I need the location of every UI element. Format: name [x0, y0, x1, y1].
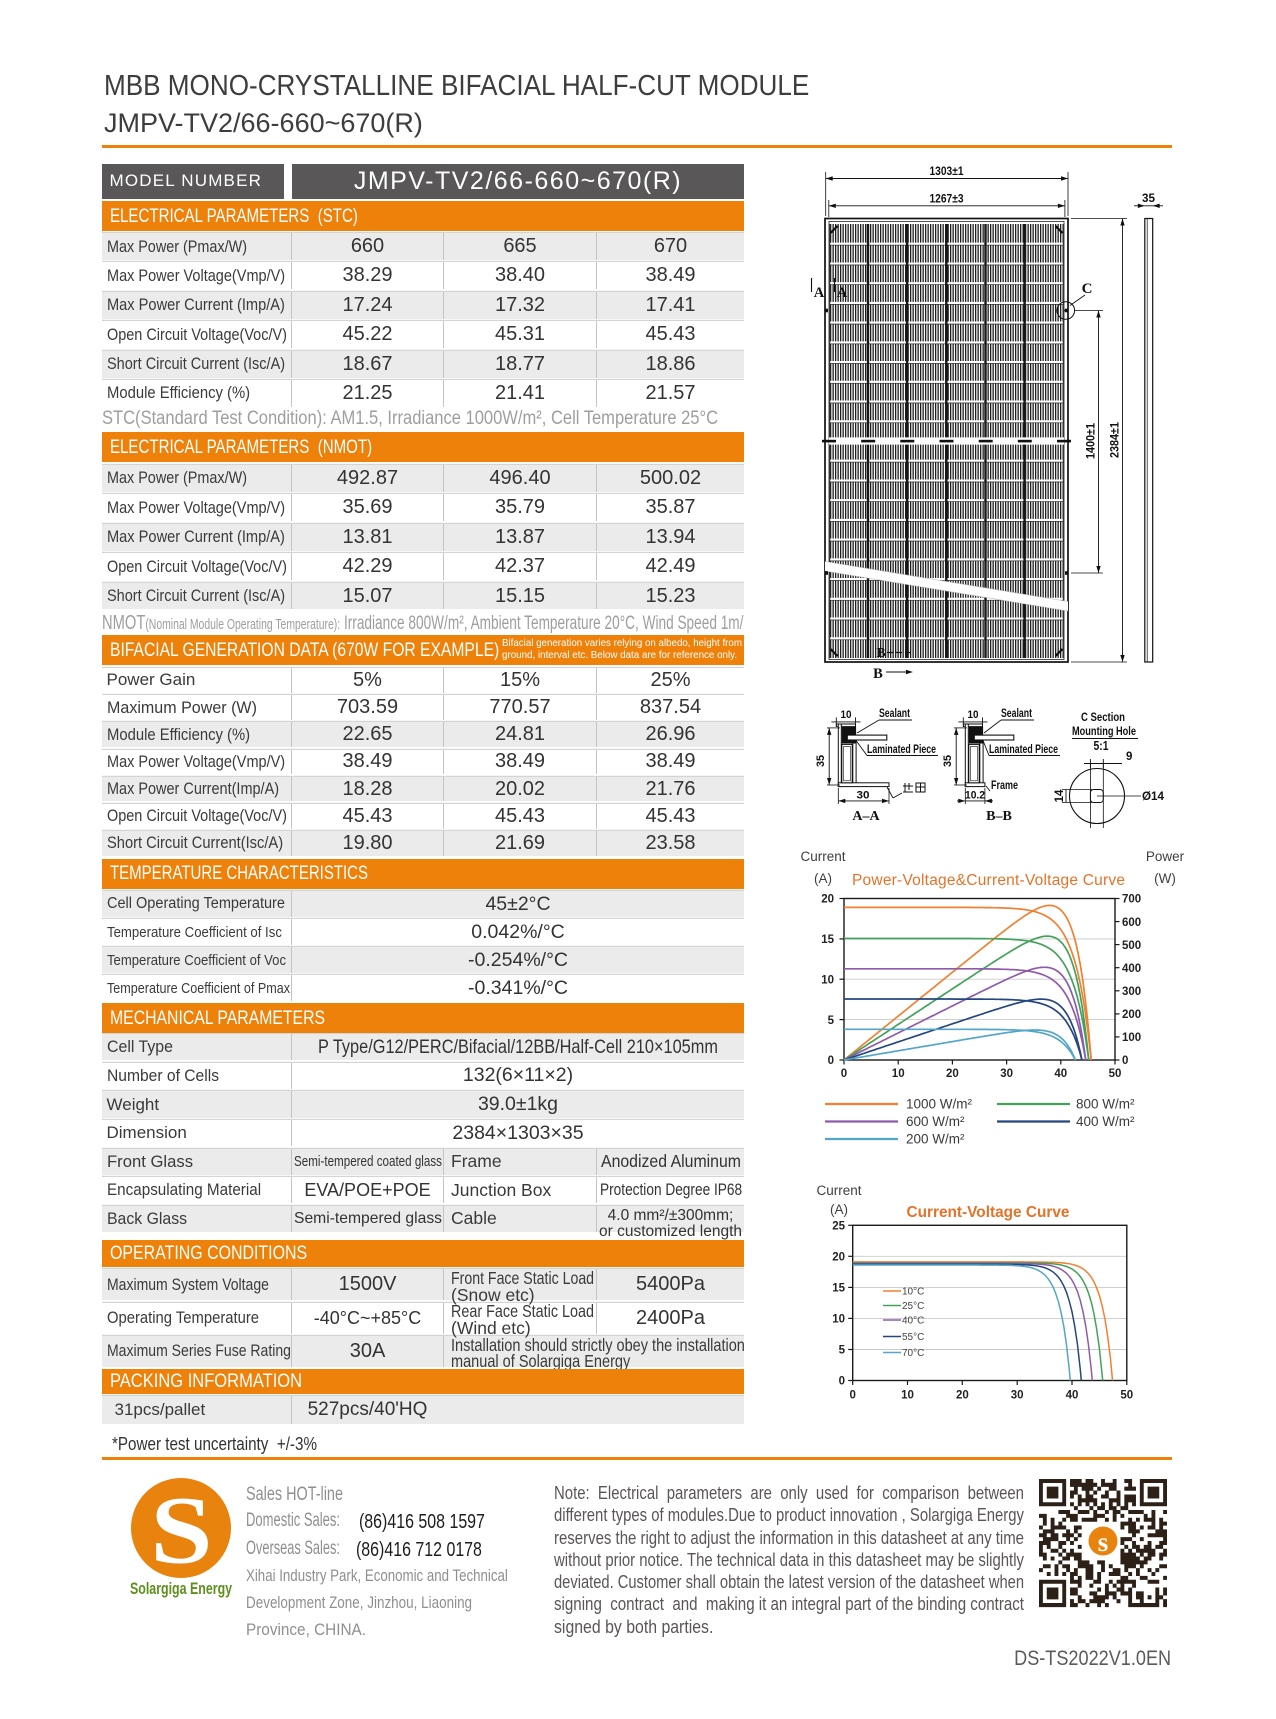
- svg-text:Frame: Frame: [991, 780, 1018, 792]
- svg-text:A: A: [814, 285, 825, 301]
- svg-text:B: B: [876, 645, 885, 660]
- svg-text:0: 0: [849, 1390, 855, 1402]
- svg-text:0: 0: [841, 1068, 847, 1080]
- svg-text:1303±1: 1303±1: [930, 166, 965, 178]
- svg-text:25°C: 25°C: [902, 1301, 924, 1312]
- svg-text:B–B: B–B: [986, 809, 1012, 824]
- svg-text:0: 0: [1122, 1055, 1128, 1067]
- svg-text:10: 10: [832, 1314, 845, 1326]
- svg-text:Mounting Hole: Mounting Hole: [1072, 724, 1136, 738]
- svg-text:35: 35: [942, 755, 954, 767]
- svg-text:30: 30: [1011, 1390, 1024, 1402]
- svg-text:s: s: [1098, 1527, 1109, 1557]
- svg-text:Power-Voltage&Current-Voltage: Power-Voltage&Current-Voltage Curve: [852, 872, 1125, 889]
- svg-text:20: 20: [956, 1390, 969, 1402]
- svg-text:50: 50: [1120, 1390, 1133, 1402]
- svg-text:35: 35: [1142, 193, 1156, 205]
- svg-text:Current: Current: [816, 1183, 861, 1198]
- svg-text:10: 10: [841, 709, 852, 721]
- svg-text:5: 5: [828, 1015, 835, 1027]
- svg-text:Ø14: Ø14: [1142, 791, 1165, 803]
- svg-text:30: 30: [1000, 1068, 1013, 1080]
- svg-text:10: 10: [901, 1390, 914, 1402]
- svg-text:9: 9: [1126, 751, 1132, 763]
- svg-text:20: 20: [821, 894, 834, 906]
- svg-text:C Section: C Section: [1081, 710, 1125, 724]
- svg-text:(A): (A): [830, 1202, 848, 1217]
- svg-text:500: 500: [1122, 940, 1141, 952]
- svg-text:600 W/m²: 600 W/m²: [906, 1114, 965, 1129]
- svg-text:700: 700: [1122, 894, 1141, 906]
- svg-text:100: 100: [1122, 1032, 1141, 1044]
- svg-text:(A): (A): [814, 871, 832, 886]
- svg-text:(W): (W): [1154, 871, 1176, 886]
- svg-text:1000 W/m²: 1000 W/m²: [906, 1097, 973, 1112]
- svg-text:A: A: [837, 285, 848, 301]
- svg-text:15: 15: [832, 1283, 845, 1295]
- svg-text:600: 600: [1122, 917, 1141, 929]
- svg-text:25: 25: [832, 1221, 845, 1233]
- svg-text:5:1: 5:1: [1094, 739, 1109, 753]
- svg-text:0: 0: [828, 1055, 834, 1067]
- svg-text:1267±3: 1267±3: [930, 194, 964, 206]
- svg-text:20: 20: [946, 1068, 959, 1080]
- svg-text:10: 10: [821, 974, 834, 986]
- svg-text:10: 10: [892, 1068, 905, 1080]
- svg-text:0: 0: [839, 1376, 845, 1388]
- svg-text:300: 300: [1122, 986, 1141, 998]
- svg-text:Current: Current: [800, 849, 845, 864]
- svg-text:15: 15: [821, 934, 834, 946]
- svg-text:Sealant: Sealant: [879, 708, 910, 720]
- svg-text:10°C: 10°C: [902, 1287, 924, 1298]
- svg-text:40°C: 40°C: [902, 1316, 924, 1327]
- svg-text:400: 400: [1122, 963, 1141, 975]
- svg-text:B: B: [873, 666, 883, 682]
- svg-text:Laminated Piece: Laminated Piece: [989, 744, 1058, 756]
- svg-text:70°C: 70°C: [902, 1348, 924, 1359]
- svg-text:55°C: 55°C: [902, 1332, 924, 1343]
- svg-text:200: 200: [1122, 1009, 1141, 1021]
- svg-text:Laminated Piece: Laminated Piece: [867, 744, 936, 756]
- svg-text:10: 10: [968, 709, 979, 721]
- svg-text:400 W/m²: 400 W/m²: [1076, 1114, 1135, 1129]
- svg-text:20: 20: [832, 1252, 845, 1264]
- svg-text:2384±1: 2384±1: [1110, 421, 1122, 458]
- svg-text:1400±1: 1400±1: [1086, 422, 1098, 459]
- svg-text:Sealant: Sealant: [1001, 708, 1032, 720]
- svg-text:40: 40: [1054, 1068, 1067, 1080]
- svg-text:30: 30: [857, 790, 870, 802]
- svg-text:14: 14: [1054, 789, 1066, 802]
- svg-text:200 W/m²: 200 W/m²: [906, 1132, 965, 1147]
- svg-text:A–A: A–A: [852, 809, 880, 824]
- svg-text:Current-Voltage Curve: Current-Voltage Curve: [907, 1204, 1070, 1221]
- svg-text:800 W/m²: 800 W/m²: [1076, 1097, 1135, 1112]
- svg-text:50: 50: [1109, 1068, 1122, 1080]
- svg-text:40: 40: [1066, 1390, 1079, 1402]
- svg-text:Power: Power: [1146, 849, 1185, 864]
- svg-text:35: 35: [815, 755, 827, 767]
- svg-text:C: C: [1082, 281, 1093, 297]
- svg-text:10.2: 10.2: [965, 790, 985, 802]
- svg-text:5: 5: [839, 1345, 846, 1357]
